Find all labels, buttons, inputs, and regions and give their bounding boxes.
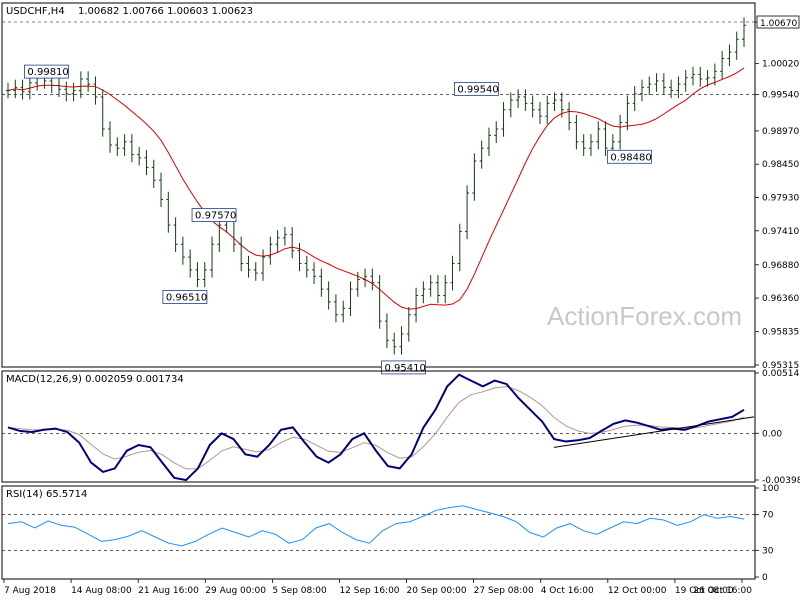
rsi-panel-title: RSI(14) 65.5714 xyxy=(6,489,87,500)
price-panel-frame xyxy=(1,2,756,368)
x-tick-label: 27 Sep 08:00 xyxy=(474,586,534,596)
macd-y-tick-label: 0.00 xyxy=(762,429,782,439)
macd-panel: MACD(12,26,9) 0.002059 0.001734 0.005145… xyxy=(1,369,800,486)
moving-average-line xyxy=(7,67,745,310)
rsi-line xyxy=(7,505,745,547)
rsi-y-tick-label: 70 xyxy=(762,511,774,521)
price-y-tick-label: 0.97410 xyxy=(762,227,799,237)
x-tick-label: 4 Oct 16:00 xyxy=(541,586,594,596)
current-price-label: 1.00670 xyxy=(760,19,797,29)
macd-y-tick-label: 0.005145 xyxy=(762,369,800,379)
price-annotation-label: 0.97570 xyxy=(195,211,236,222)
price-annotation-box xyxy=(453,81,499,96)
current-price-box xyxy=(756,15,800,29)
x-tick-label: 14 Aug 08:00 xyxy=(71,586,132,596)
macd-y-axis: 0.005145 0.00 -0.003989 xyxy=(755,369,800,486)
rsi-y-tick-label: 100 xyxy=(762,484,779,494)
x-axis: 7 Aug 2018 14 Aug 08:00 21 Aug 16:00 29 Aug… xyxy=(3,579,752,596)
macd-y-tick-label: -0.003989 xyxy=(762,476,800,486)
x-tick-label: 12 Oct 00:00 xyxy=(608,586,667,596)
x-tick-label: 5 Sep 08:00 xyxy=(272,586,327,596)
price-annotation-label: 0.96510 xyxy=(166,292,207,303)
price-y-tick-label: 0.98970 xyxy=(762,127,799,137)
x-tick-label: 21 Aug 16:00 xyxy=(138,586,199,596)
price-annotation-box xyxy=(607,149,652,164)
ohlc-readout: 1.00682 1.00766 1.00603 1.00623 xyxy=(78,6,253,17)
rsi-panel-frame xyxy=(1,485,756,580)
x-tick-label: 26 Oct 16:00 xyxy=(693,586,752,596)
rsi-y-tick-label: 0 xyxy=(762,573,768,583)
x-tick-label: 12 Sep 16:00 xyxy=(339,586,399,596)
rsi-panel: RSI(14) 65.5714 100 70 30 0 xyxy=(1,484,779,583)
price-annotation-box xyxy=(191,208,237,222)
macd-panel-frame xyxy=(1,370,756,483)
macd-panel-title: MACD(12,26,9) 0.002059 0.001734 xyxy=(6,374,184,385)
price-annotation-box xyxy=(24,64,69,79)
x-tick-label: 20 Sep 00:00 xyxy=(407,586,467,596)
x-tick-label: 29 Aug 00:00 xyxy=(205,586,266,596)
price-annotation-label: 0.95410 xyxy=(385,363,426,374)
macd-line xyxy=(7,373,745,482)
price-y-tick-label: 0.95315 xyxy=(762,361,799,371)
price-annotation-label: 0.99540 xyxy=(457,84,498,95)
price-annotation: 0.99540 xyxy=(453,81,499,96)
price-y-tick-label: 0.95835 xyxy=(762,328,799,338)
price-annotation-label: 0.99810 xyxy=(27,67,68,78)
macd-signal-line xyxy=(7,385,745,470)
price-y-tick-label: 0.98450 xyxy=(762,160,799,170)
macd-trendline xyxy=(553,416,755,448)
watermark: ActionForex.com xyxy=(547,301,742,331)
price-annotation: 0.99810 xyxy=(24,64,69,79)
price-annotation: 0.98480 xyxy=(607,149,652,164)
price-y-axis: 1.00670 1.00020 0.99540 0.98970 0.98450 0.979… xyxy=(755,15,800,371)
price-annotation-label: 0.98480 xyxy=(610,152,651,163)
price-y-tick-label: 0.99540 xyxy=(762,90,799,100)
price-annotation-box xyxy=(162,290,208,304)
x-tick-label: 7 Aug 2018 xyxy=(4,586,56,596)
price-bars xyxy=(6,17,746,355)
price-y-tick-label: 1.00020 xyxy=(762,60,799,70)
price-y-tick-label: 0.96360 xyxy=(762,294,799,304)
price-annotation: 0.95410 xyxy=(381,360,426,375)
price-annotations: 0.99810 0.99540 0.97570 0.96510 0.95410 0.984… xyxy=(24,64,652,375)
price-annotation: 0.96510 xyxy=(162,290,208,304)
price-y-tick-label: 0.96880 xyxy=(762,261,799,271)
price-panel: USDCHF,H4 1.00682 1.00766 1.00603 1.0062… xyxy=(1,2,800,375)
rsi-y-axis: 100 70 30 0 xyxy=(2,484,779,583)
price-y-tick-label: 0.97930 xyxy=(762,194,799,204)
price-panel-title: USDCHF,H4 xyxy=(6,6,65,17)
x-tick-label: 19 Oct 08:00 xyxy=(675,586,734,596)
price-annotation: 0.97570 xyxy=(191,208,237,222)
rsi-y-tick-label: 30 xyxy=(762,546,774,556)
